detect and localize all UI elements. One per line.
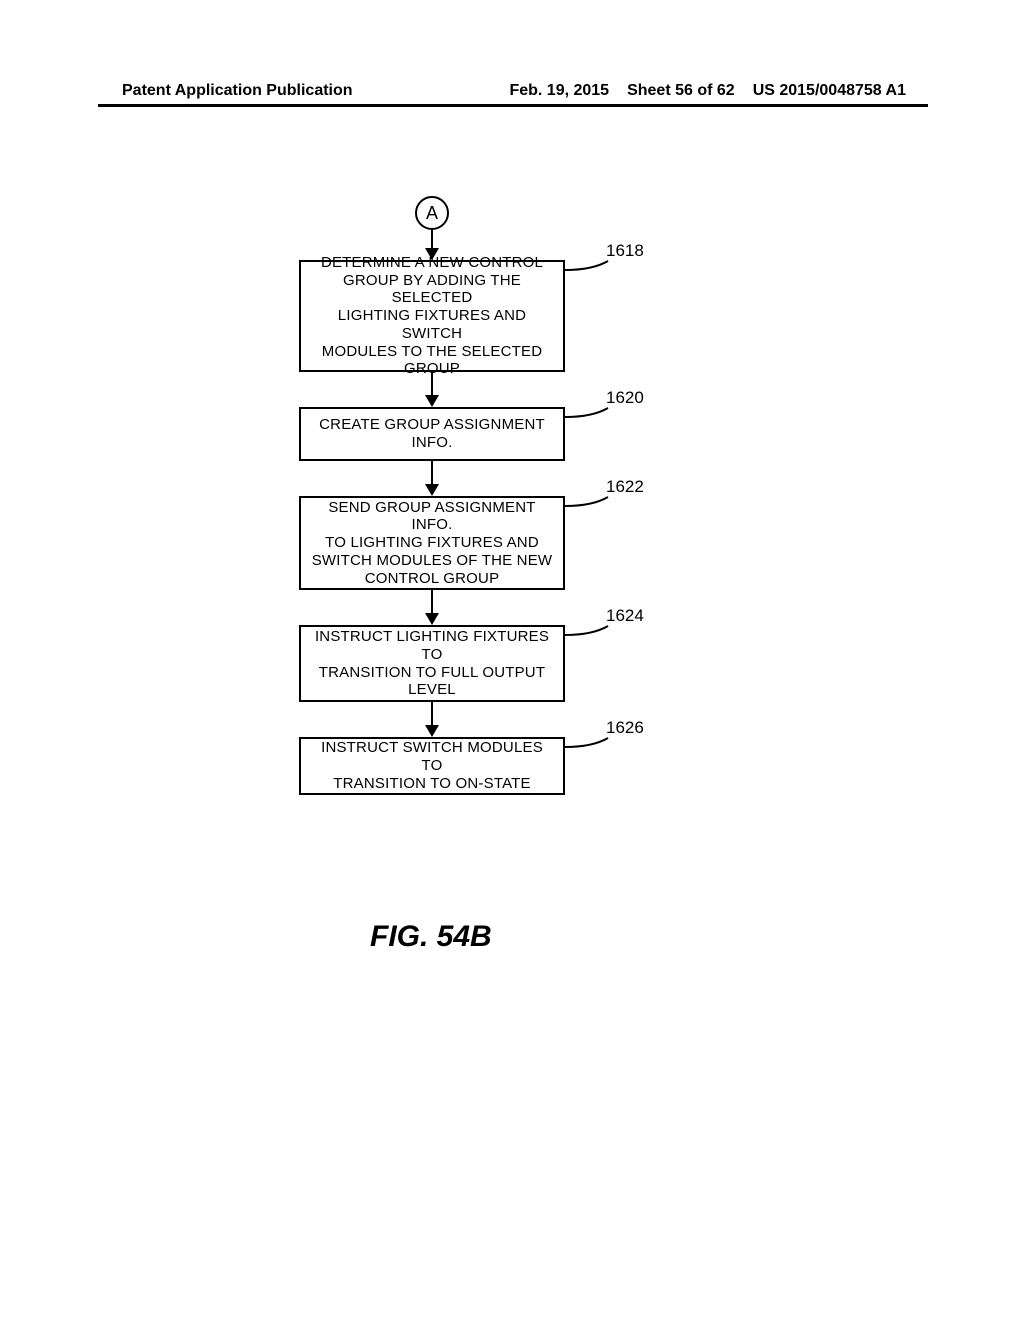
flow-box-text: SEND GROUP ASSIGNMENT INFO. TO LIGHTING … bbox=[309, 499, 555, 587]
figure-caption-text: FIG. 54B bbox=[370, 920, 492, 953]
figure-caption: FIG. 54B bbox=[370, 920, 492, 954]
connector-a: A bbox=[415, 196, 449, 230]
flow-box-b4: INSTRUCT LIGHTING FIXTURES TO TRANSITION… bbox=[299, 625, 565, 702]
arrow-line bbox=[431, 590, 434, 615]
flow-box-b5: INSTRUCT SWITCH MODULES TO TRANSITION TO… bbox=[299, 737, 565, 795]
flow-box-b3: SEND GROUP ASSIGNMENT INFO. TO LIGHTING … bbox=[299, 496, 565, 590]
arrow-head-icon bbox=[425, 395, 439, 407]
arrow-head-icon bbox=[425, 484, 439, 496]
flow-box-text: DETERMINE A NEW CONTROL GROUP BY ADDING … bbox=[309, 254, 555, 378]
ref-label-1618: 1618 bbox=[606, 241, 644, 261]
flow-box-b1: DETERMINE A NEW CONTROL GROUP BY ADDING … bbox=[299, 260, 565, 372]
leader-1618 bbox=[565, 261, 608, 270]
leader-1626 bbox=[565, 738, 608, 747]
arrow-line bbox=[431, 461, 434, 486]
arrow-head-icon bbox=[425, 725, 439, 737]
flow-box-b2: CREATE GROUP ASSIGNMENT INFO. bbox=[299, 407, 565, 461]
page: Patent Application Publication Feb. 19, … bbox=[0, 0, 1024, 1320]
ref-label-1624: 1624 bbox=[606, 606, 644, 626]
arrow-line bbox=[431, 230, 434, 250]
arrow-line bbox=[431, 702, 434, 727]
connector-a-label: A bbox=[426, 203, 438, 224]
leader-1620 bbox=[565, 408, 608, 417]
ref-label-1622: 1622 bbox=[606, 477, 644, 497]
ref-label-1620: 1620 bbox=[606, 388, 644, 408]
flow-box-text: INSTRUCT LIGHTING FIXTURES TO TRANSITION… bbox=[309, 628, 555, 699]
leader-1622 bbox=[565, 497, 608, 506]
flowchart-canvas: A DETERMINE A NEW CONTROL GROUP BY ADDIN… bbox=[0, 0, 1024, 1320]
ref-label-1626: 1626 bbox=[606, 718, 644, 738]
flow-box-text: INSTRUCT SWITCH MODULES TO TRANSITION TO… bbox=[309, 739, 555, 792]
arrow-head-icon bbox=[425, 613, 439, 625]
leader-1624 bbox=[565, 626, 608, 635]
flow-box-text: CREATE GROUP ASSIGNMENT INFO. bbox=[319, 416, 545, 451]
